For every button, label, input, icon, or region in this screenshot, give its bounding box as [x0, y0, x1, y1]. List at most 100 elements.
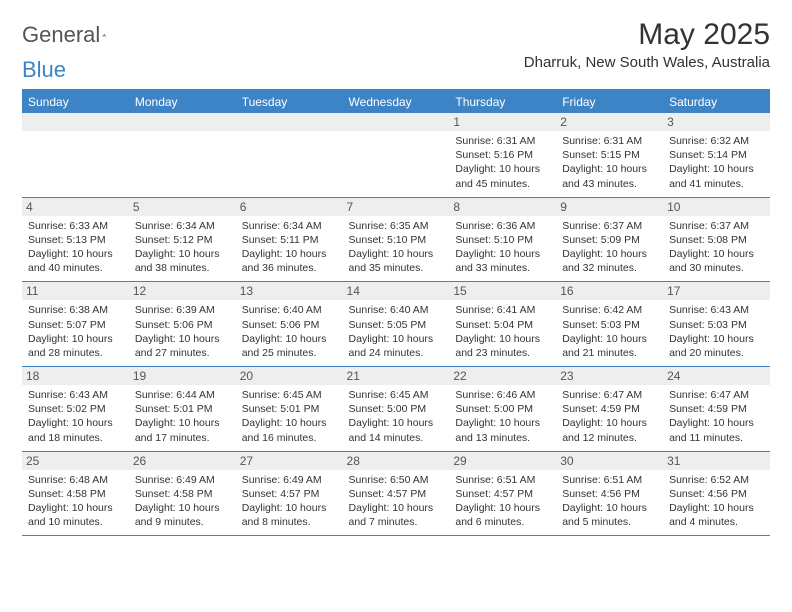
day-number: 22	[449, 367, 556, 385]
daylight-line: Daylight: 10 hours and 7 minutes.	[349, 501, 444, 529]
day-number: 11	[22, 282, 129, 300]
calendar-table: SundayMondayTuesdayWednesdayThursdayFrid…	[22, 89, 770, 536]
day-cell: 30Sunrise: 6:51 AMSunset: 4:56 PMDayligh…	[556, 451, 663, 536]
daylight-line: Daylight: 10 hours and 24 minutes.	[349, 332, 444, 360]
sunrise-line: Sunrise: 6:49 AM	[135, 473, 230, 487]
day-number: 1	[449, 113, 556, 131]
day-number: 27	[236, 452, 343, 470]
daylight-line: Daylight: 10 hours and 23 minutes.	[455, 332, 550, 360]
daylight-line: Daylight: 10 hours and 21 minutes.	[562, 332, 657, 360]
day-number: 2	[556, 113, 663, 131]
sunset-line: Sunset: 5:06 PM	[242, 318, 337, 332]
day-info: Sunrise: 6:51 AMSunset: 4:57 PMDaylight:…	[455, 473, 550, 530]
day-header: Thursday	[449, 90, 556, 113]
sunrise-line: Sunrise: 6:31 AM	[562, 134, 657, 148]
day-info: Sunrise: 6:50 AMSunset: 4:57 PMDaylight:…	[349, 473, 444, 530]
daylight-line: Daylight: 10 hours and 30 minutes.	[669, 247, 764, 275]
sunset-line: Sunset: 4:59 PM	[669, 402, 764, 416]
day-number	[22, 113, 129, 131]
daylight-line: Daylight: 10 hours and 27 minutes.	[135, 332, 230, 360]
sunset-line: Sunset: 4:57 PM	[242, 487, 337, 501]
daylight-line: Daylight: 10 hours and 28 minutes.	[28, 332, 123, 360]
day-header: Friday	[556, 90, 663, 113]
day-cell	[236, 113, 343, 197]
week-row: 25Sunrise: 6:48 AMSunset: 4:58 PMDayligh…	[22, 451, 770, 536]
day-number: 17	[663, 282, 770, 300]
daylight-line: Daylight: 10 hours and 16 minutes.	[242, 416, 337, 444]
sunrise-line: Sunrise: 6:51 AM	[562, 473, 657, 487]
day-info: Sunrise: 6:37 AMSunset: 5:08 PMDaylight:…	[669, 219, 764, 276]
sunrise-line: Sunrise: 6:45 AM	[349, 388, 444, 402]
daylight-line: Daylight: 10 hours and 18 minutes.	[28, 416, 123, 444]
day-number: 8	[449, 198, 556, 216]
day-cell: 2 Sunrise: 6:31 AMSunset: 5:15 PMDaylight…	[556, 113, 663, 197]
day-cell: 23Sunrise: 6:47 AMSunset: 4:59 PMDayligh…	[556, 367, 663, 452]
day-cell: 8Sunrise: 6:36 AMSunset: 5:10 PMDaylight…	[449, 197, 556, 282]
day-number: 7	[343, 198, 450, 216]
day-number: 24	[663, 367, 770, 385]
day-info: Sunrise: 6:45 AMSunset: 5:01 PMDaylight:…	[242, 388, 337, 445]
sunset-line: Sunset: 5:13 PM	[28, 233, 123, 247]
logo-icon	[102, 27, 106, 43]
sunrise-line: Sunrise: 6:52 AM	[669, 473, 764, 487]
day-number: 9	[556, 198, 663, 216]
day-number: 18	[22, 367, 129, 385]
day-cell: 16Sunrise: 6:42 AMSunset: 5:03 PMDayligh…	[556, 282, 663, 367]
day-cell: 15Sunrise: 6:41 AMSunset: 5:04 PMDayligh…	[449, 282, 556, 367]
day-cell: 11Sunrise: 6:38 AMSunset: 5:07 PMDayligh…	[22, 282, 129, 367]
sunrise-line: Sunrise: 6:39 AM	[135, 303, 230, 317]
sunset-line: Sunset: 5:01 PM	[135, 402, 230, 416]
week-row: 11Sunrise: 6:38 AMSunset: 5:07 PMDayligh…	[22, 282, 770, 367]
day-info: Sunrise: 6:39 AMSunset: 5:06 PMDaylight:…	[135, 303, 230, 360]
sunrise-line: Sunrise: 6:36 AM	[455, 219, 550, 233]
sunset-line: Sunset: 5:02 PM	[28, 402, 123, 416]
sunset-line: Sunset: 4:58 PM	[28, 487, 123, 501]
sunset-line: Sunset: 5:09 PM	[562, 233, 657, 247]
day-info: Sunrise: 6:41 AMSunset: 5:04 PMDaylight:…	[455, 303, 550, 360]
daylight-line: Daylight: 10 hours and 11 minutes.	[669, 416, 764, 444]
sunset-line: Sunset: 5:07 PM	[28, 318, 123, 332]
daylight-line: Daylight: 10 hours and 32 minutes.	[562, 247, 657, 275]
day-cell: 31Sunrise: 6:52 AMSunset: 4:56 PMDayligh…	[663, 451, 770, 536]
day-cell	[129, 113, 236, 197]
day-number: 30	[556, 452, 663, 470]
sunrise-line: Sunrise: 6:34 AM	[135, 219, 230, 233]
daylight-line: Daylight: 10 hours and 36 minutes.	[242, 247, 337, 275]
day-cell: 24Sunrise: 6:47 AMSunset: 4:59 PMDayligh…	[663, 367, 770, 452]
day-number: 10	[663, 198, 770, 216]
day-header-row: SundayMondayTuesdayWednesdayThursdayFrid…	[22, 90, 770, 113]
sunset-line: Sunset: 4:57 PM	[455, 487, 550, 501]
day-info: Sunrise: 6:37 AMSunset: 5:09 PMDaylight:…	[562, 219, 657, 276]
daylight-line: Daylight: 10 hours and 45 minutes.	[455, 162, 550, 190]
day-cell: 3Sunrise: 6:32 AMSunset: 5:14 PMDaylight…	[663, 113, 770, 197]
day-number: 4	[22, 198, 129, 216]
day-cell: 4Sunrise: 6:33 AMSunset: 5:13 PMDaylight…	[22, 197, 129, 282]
day-cell	[343, 113, 450, 197]
month-title: May 2025	[524, 18, 770, 52]
sunrise-line: Sunrise: 6:46 AM	[455, 388, 550, 402]
sunrise-line: Sunrise: 6:31 AM	[455, 134, 550, 148]
day-number: 21	[343, 367, 450, 385]
day-info: Sunrise: 6:31 AMSunset: 5:16 PMDaylight:…	[455, 134, 550, 191]
week-row: 4Sunrise: 6:33 AMSunset: 5:13 PMDaylight…	[22, 197, 770, 282]
sunrise-line: Sunrise: 6:40 AM	[349, 303, 444, 317]
day-number: 31	[663, 452, 770, 470]
location: Dharruk, New South Wales, Australia	[524, 54, 770, 71]
sunrise-line: Sunrise: 6:34 AM	[242, 219, 337, 233]
sunrise-line: Sunrise: 6:47 AM	[562, 388, 657, 402]
daylight-line: Daylight: 10 hours and 9 minutes.	[135, 501, 230, 529]
sunset-line: Sunset: 5:10 PM	[349, 233, 444, 247]
sunset-line: Sunset: 5:15 PM	[562, 148, 657, 162]
day-cell: 25Sunrise: 6:48 AMSunset: 4:58 PMDayligh…	[22, 451, 129, 536]
day-number: 23	[556, 367, 663, 385]
day-info: Sunrise: 6:40 AMSunset: 5:05 PMDaylight:…	[349, 303, 444, 360]
daylight-line: Daylight: 10 hours and 20 minutes.	[669, 332, 764, 360]
day-header: Wednesday	[343, 90, 450, 113]
sunrise-line: Sunrise: 6:51 AM	[455, 473, 550, 487]
daylight-line: Daylight: 10 hours and 43 minutes.	[562, 162, 657, 190]
sunrise-line: Sunrise: 6:41 AM	[455, 303, 550, 317]
sunset-line: Sunset: 5:04 PM	[455, 318, 550, 332]
day-info: Sunrise: 6:48 AMSunset: 4:58 PMDaylight:…	[28, 473, 123, 530]
sunrise-line: Sunrise: 6:50 AM	[349, 473, 444, 487]
daylight-line: Daylight: 10 hours and 35 minutes.	[349, 247, 444, 275]
